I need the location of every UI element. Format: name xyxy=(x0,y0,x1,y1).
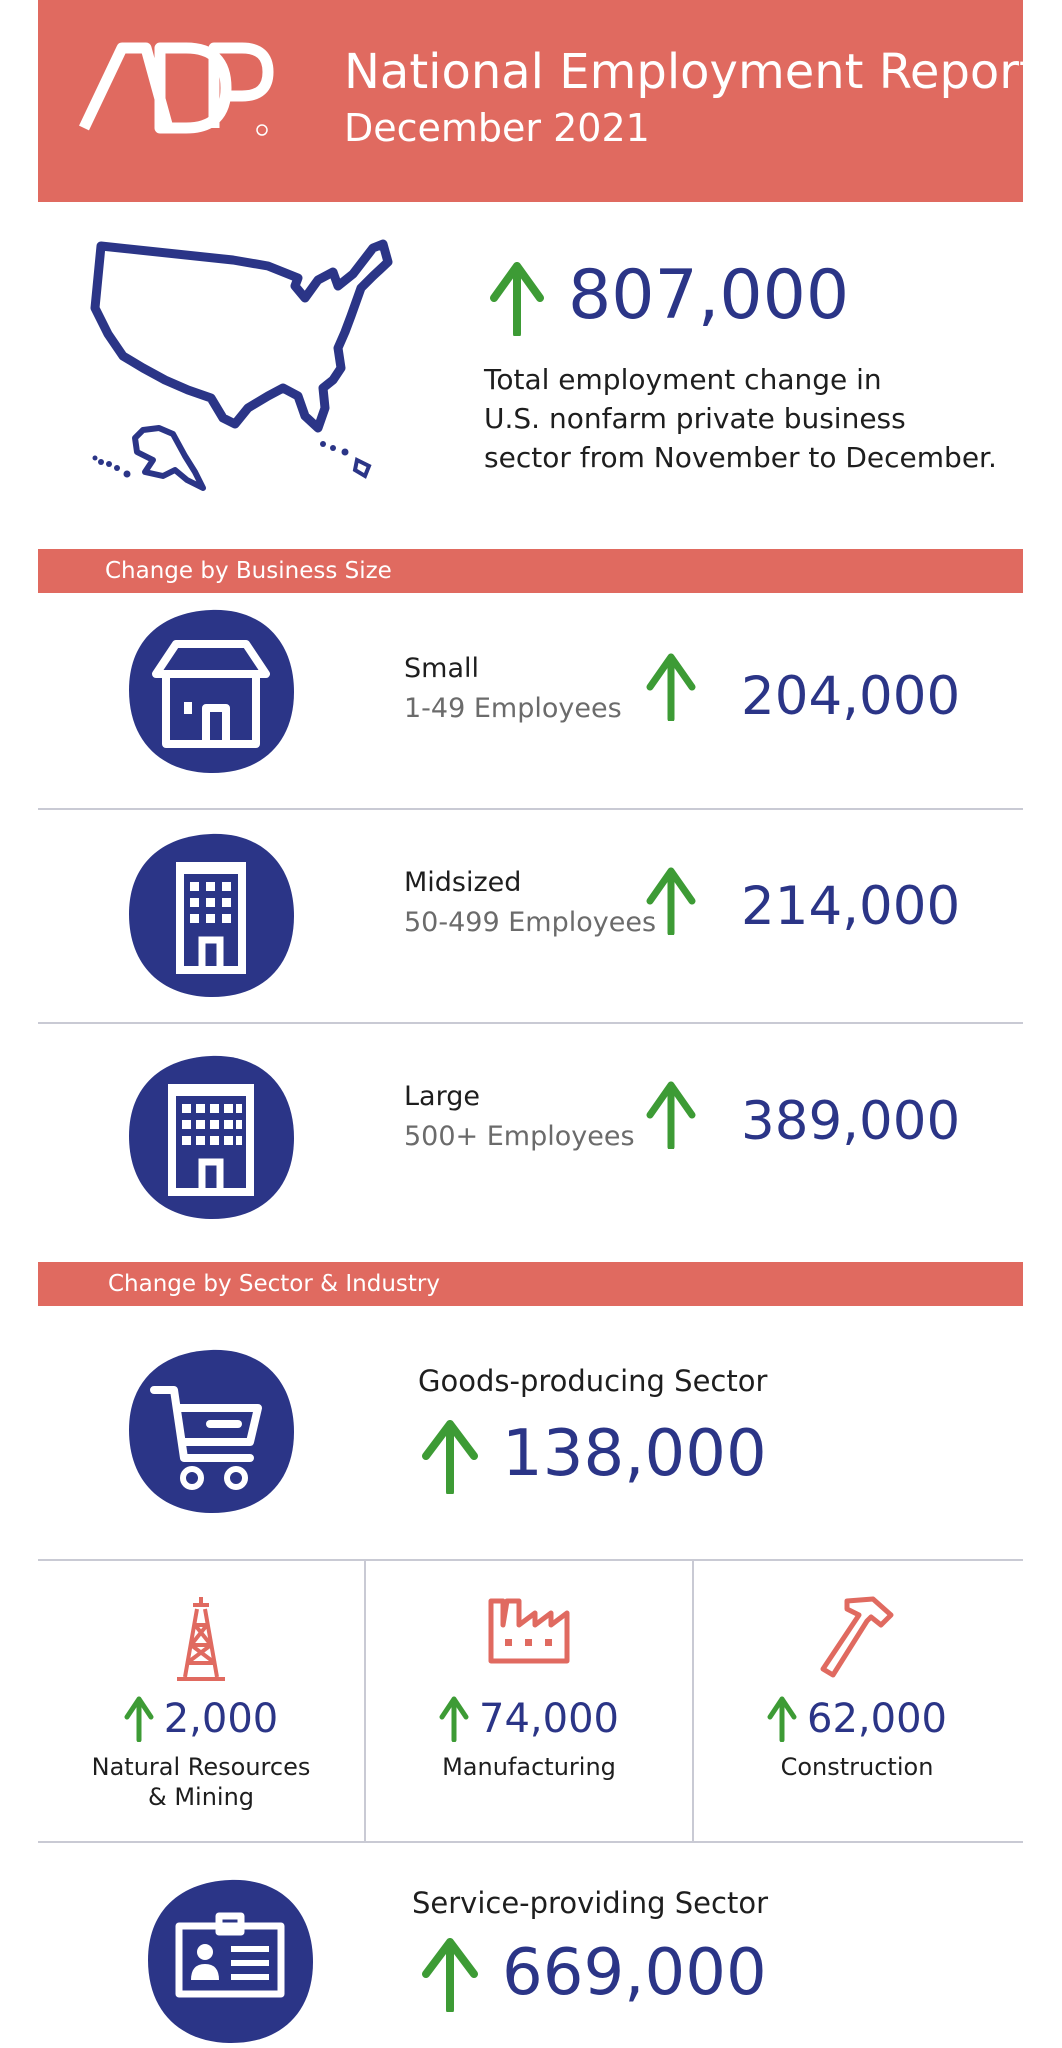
divider xyxy=(38,1022,1023,1024)
natural-resources-up-arrow-icon xyxy=(124,1696,154,1742)
oil-derrick-icon xyxy=(171,1595,231,1689)
office-building-icon xyxy=(126,830,296,1000)
total-description-line: U.S. nonfarm private business xyxy=(484,402,906,435)
service-up-arrow-icon xyxy=(422,1938,478,2016)
business-size-header: Change by Business Size xyxy=(38,549,1023,593)
report-title: National Employment Report™ xyxy=(344,44,1062,100)
report-header: National Employment Report™ December 202… xyxy=(38,0,1062,202)
size-midsized-name: Midsized xyxy=(404,867,522,898)
manufacturing-name: Manufacturing xyxy=(366,1752,692,1782)
goods-up-arrow-icon xyxy=(422,1420,478,1498)
divider xyxy=(364,1560,366,1842)
industry-manufacturing: 74,000 Manufacturing xyxy=(366,1560,692,1842)
report-page: National Employment Report™ December 202… xyxy=(38,0,1062,2048)
large-up-arrow-icon xyxy=(646,1081,696,1153)
industry-value-row: 62,000 xyxy=(694,1695,1020,1743)
total-description: Total employment change in U.S. nonfarm … xyxy=(484,360,997,477)
natural-resources-name: Natural Resources & Mining xyxy=(38,1752,364,1812)
divider xyxy=(38,1559,1023,1561)
industry-name-line: Natural Resources xyxy=(91,1753,311,1781)
small-up-arrow-icon xyxy=(646,653,696,725)
sector-industry-heading: Change by Sector & Industry xyxy=(108,1271,440,1297)
adp-logo xyxy=(76,38,276,142)
industry-name-line: Construction xyxy=(780,1753,934,1781)
industry-value-row: 74,000 xyxy=(366,1695,692,1743)
industry-natural-resources: 2,000 Natural Resources & Mining xyxy=(38,1560,364,1842)
midsized-up-arrow-icon xyxy=(646,867,696,939)
size-small-value: 204,000 xyxy=(741,666,961,727)
manufacturing-value: 74,000 xyxy=(479,1696,619,1742)
factory-icon xyxy=(487,1595,571,1669)
large-building-icon xyxy=(126,1052,296,1222)
report-subtitle: December 2021 xyxy=(344,106,650,150)
construction-name: Construction xyxy=(694,1752,1020,1782)
size-midsized-value: 214,000 xyxy=(741,876,961,937)
us-map-icon xyxy=(83,228,433,502)
house-icon xyxy=(126,606,296,776)
construction-up-arrow-icon xyxy=(767,1696,797,1742)
total-description-line: Total employment change in xyxy=(484,363,882,396)
size-large-range: 500+ Employees xyxy=(404,1121,635,1152)
size-small-name: Small xyxy=(404,653,479,684)
total-description-line: sector from November to December. xyxy=(484,441,997,474)
size-large-name: Large xyxy=(404,1081,480,1112)
business-size-heading: Change by Business Size xyxy=(105,558,392,584)
sector-industry-header: Change by Sector & Industry xyxy=(38,1262,1023,1306)
industry-construction: 62,000 Construction xyxy=(694,1560,1020,1842)
industry-value-row: 2,000 xyxy=(38,1695,364,1743)
size-midsized-range: 50-499 Employees xyxy=(404,907,657,938)
size-small-range: 1-49 Employees xyxy=(404,693,622,724)
natural-resources-value: 2,000 xyxy=(163,1696,279,1742)
manufacturing-up-arrow-icon xyxy=(439,1696,469,1742)
total-employment-change: 807,000 xyxy=(568,256,850,335)
construction-value: 62,000 xyxy=(807,1696,947,1742)
service-sector-name: Service-providing Sector xyxy=(412,1886,769,1920)
total-up-arrow-icon xyxy=(490,262,544,340)
industry-name-line: Manufacturing xyxy=(442,1753,616,1781)
id-badge-icon xyxy=(145,1876,315,2046)
divider xyxy=(692,1560,694,1842)
goods-sector-name: Goods-producing Sector xyxy=(418,1364,768,1398)
hammer-icon xyxy=(817,1595,897,1683)
industry-name-line: & Mining xyxy=(147,1783,255,1811)
service-sector-value: 669,000 xyxy=(502,1936,767,2010)
goods-sector-value: 138,000 xyxy=(502,1417,767,1491)
divider xyxy=(38,808,1023,810)
shopping-cart-icon xyxy=(126,1346,296,1516)
size-large-value: 389,000 xyxy=(741,1091,961,1152)
divider xyxy=(38,1841,1023,1843)
